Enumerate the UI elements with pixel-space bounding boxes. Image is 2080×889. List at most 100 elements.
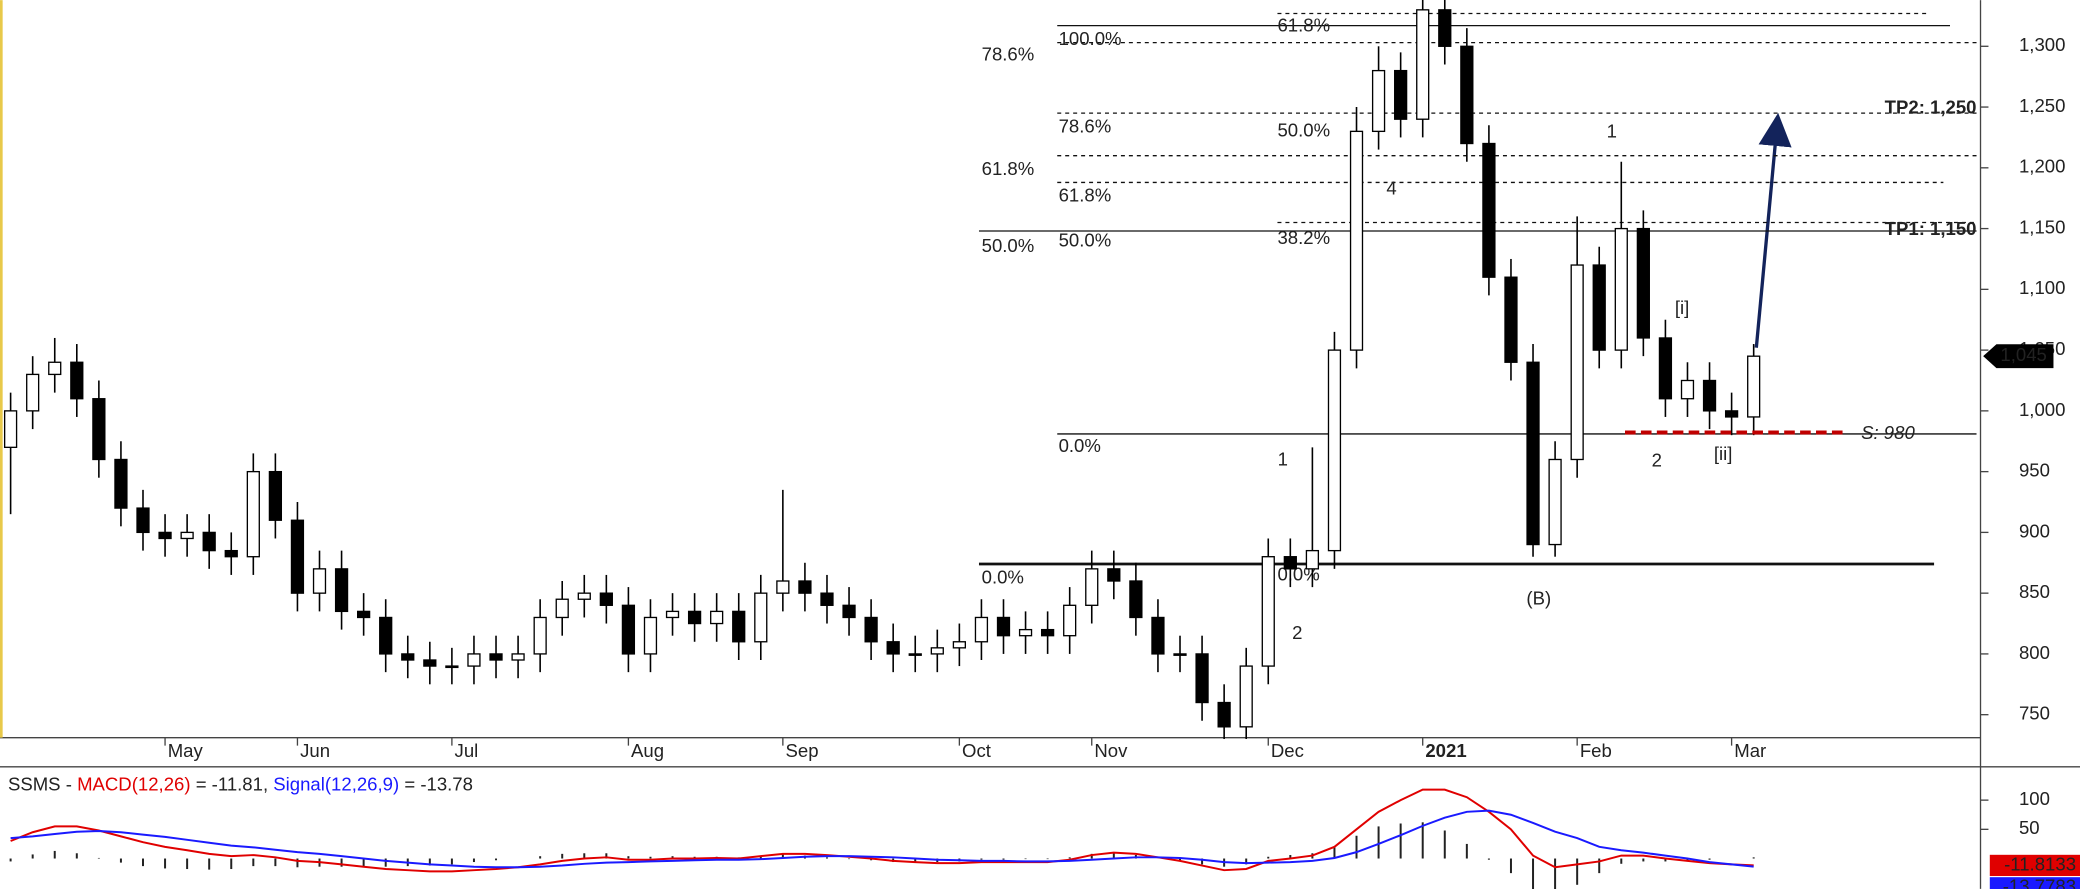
candle-body — [687, 610, 702, 625]
candle-body — [754, 592, 768, 643]
candle-body — [1261, 556, 1275, 667]
candle-body — [48, 361, 62, 376]
candle-body — [357, 610, 371, 619]
y-tick-label: 1,300 — [2019, 34, 2065, 55]
y-tick-label: 850 — [2019, 581, 2050, 602]
candle-body — [996, 616, 1011, 637]
last-price-label: 1,045 — [2000, 344, 2046, 365]
stop-label: S: 980 — [1861, 422, 1915, 443]
fib-label: 100.0% — [1059, 28, 1122, 49]
candle-body — [1217, 701, 1231, 728]
candle-body — [1526, 361, 1540, 546]
candle-body — [401, 653, 415, 661]
legend-segment: = -11.81, — [191, 773, 274, 794]
last-price-badge — [1983, 344, 2054, 369]
value-badge — [1989, 877, 2080, 889]
candle-body — [533, 616, 547, 655]
x-tick-label: 2021 — [1425, 740, 1466, 761]
candle-body — [864, 616, 878, 643]
x-tick-label: Nov — [1094, 740, 1128, 761]
indicator-legend: SSMS - MACD(12,26) = -11.81, Signal(12,2… — [8, 773, 473, 794]
fib-label: 50.0% — [982, 235, 1035, 256]
candle-body — [334, 568, 349, 613]
candle-body — [1570, 264, 1584, 461]
y-tick-label: 1,250 — [2019, 95, 2065, 116]
x-tick-label: Dec — [1271, 740, 1304, 761]
candle-body — [710, 610, 724, 625]
x-tick-label: Mar — [1734, 740, 1766, 761]
candle-body — [1239, 665, 1253, 728]
candle-body — [732, 610, 746, 643]
candle-body — [467, 653, 481, 667]
fib-label: 78.6% — [982, 44, 1035, 65]
candle-body — [908, 653, 922, 656]
candle-body — [1636, 227, 1650, 339]
x-tick-label: May — [168, 740, 204, 761]
candle-body — [1702, 379, 1717, 412]
candle-body — [930, 647, 944, 655]
candle-body — [1107, 568, 1121, 582]
wave-label: [i] — [1675, 297, 1689, 318]
candle-body — [952, 641, 966, 649]
candle-body — [1592, 264, 1606, 351]
candle-body — [1151, 616, 1165, 655]
x-tick-label: Feb — [1580, 740, 1612, 761]
candle-body — [26, 373, 40, 412]
candle-body — [1283, 556, 1297, 570]
value-badge-label: -13.7783 — [2003, 876, 2076, 889]
candle-body — [202, 531, 216, 552]
candle-body — [1327, 349, 1342, 552]
candle-body — [1504, 276, 1518, 363]
candle-body — [1724, 410, 1739, 418]
candle-body — [798, 580, 812, 594]
legend-segment: = -13.78 — [399, 773, 473, 794]
y-tick-label: 800 — [2019, 642, 2050, 663]
y-tick-label: 1,000 — [2019, 399, 2065, 420]
candle-body — [92, 398, 106, 461]
fib-label: 61.8% — [1277, 15, 1330, 36]
candle-body — [842, 604, 856, 619]
y-tick-label: 1,100 — [2019, 277, 2065, 298]
legend-segment: SSMS - — [8, 773, 77, 794]
candle-body — [1680, 379, 1695, 400]
candle-body — [1394, 69, 1408, 120]
y-tick-label: 100 — [2019, 788, 2050, 809]
candle-body — [621, 604, 636, 655]
candle-body — [290, 519, 305, 594]
x-tick-label: Jul — [455, 740, 479, 761]
candle-body — [1349, 130, 1364, 351]
candle-body — [1614, 227, 1628, 351]
wave-label: (B) — [1526, 588, 1551, 609]
target-label: TP2: 1,250 — [1885, 96, 1977, 117]
y-tick-label: 1,150 — [2019, 216, 2065, 237]
candle-body — [599, 592, 613, 606]
fib-label: 61.8% — [982, 158, 1035, 179]
candle-body — [1371, 69, 1386, 133]
fib-label: 50.0% — [1059, 229, 1112, 250]
indicator-line — [10, 809, 1754, 869]
candle-body — [974, 616, 989, 643]
candle-body — [1305, 549, 1320, 570]
candle-body — [445, 665, 459, 669]
candle-body — [114, 458, 128, 509]
candle-body — [1173, 653, 1187, 656]
candle-body — [1482, 142, 1496, 278]
y-tick-label: 750 — [2019, 703, 2050, 724]
candle-body — [886, 641, 900, 655]
candle-body — [423, 659, 437, 667]
candle-body — [1129, 580, 1143, 619]
candle-body — [379, 616, 393, 655]
candle-body — [1460, 45, 1474, 145]
x-tick-label: Oct — [962, 740, 992, 761]
candle-body — [3, 410, 18, 448]
candle-body — [1747, 355, 1761, 418]
candle-body — [1085, 568, 1099, 606]
candle-body — [136, 507, 150, 534]
legend-segment: MACD(12,26) — [77, 773, 190, 794]
candle-body — [511, 653, 525, 661]
fib-label: 0.0% — [982, 566, 1024, 587]
legend-segment: Signal(12,26,9) — [273, 773, 399, 794]
